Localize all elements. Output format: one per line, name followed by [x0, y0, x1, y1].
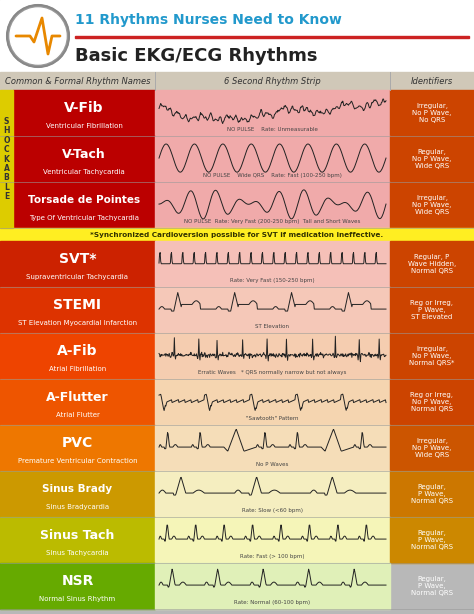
Bar [0, 517, 155, 563]
Text: NO PULSE  Rate: Very Fast (200-250 bpm)  Tall and Short Waves: NO PULSE Rate: Very Fast (200-250 bpm) T… [184, 219, 361, 224]
Text: Sinus Tach: Sinus Tach [40, 529, 115, 542]
Text: PVC: PVC [62, 437, 93, 451]
Bar [155, 563, 390, 609]
Circle shape [10, 8, 66, 64]
Text: Rate: Slow (<60 bpm): Rate: Slow (<60 bpm) [242, 508, 303, 513]
Text: No P Waves: No P Waves [256, 462, 289, 467]
Text: Reg or Irreg,
P Wave,
ST Elevated: Reg or Irreg, P Wave, ST Elevated [410, 300, 454, 321]
Text: *Synchronized Cardioversion possible for SVT if medication ineffective.: *Synchronized Cardioversion possible for… [91, 231, 383, 238]
Bar [0, 471, 155, 517]
Bar [390, 136, 474, 182]
Bar [155, 517, 390, 563]
Text: ST Elevation Myocardial Infarction: ST Elevation Myocardial Infarction [18, 320, 137, 326]
Bar [390, 241, 474, 287]
Text: Regular, P
Wave Hidden,
Normal QRS: Regular, P Wave Hidden, Normal QRS [408, 254, 456, 274]
Text: Common & Formal Rhythm Names: Common & Formal Rhythm Names [5, 77, 150, 85]
Bar [13, 90, 155, 136]
Bar [155, 425, 390, 471]
Text: A-Flutter: A-Flutter [46, 391, 109, 404]
Text: Atrial Flutter: Atrial Flutter [55, 412, 100, 418]
Bar [0, 72, 474, 90]
Bar [13, 182, 155, 228]
Bar [75, 36, 469, 38]
Bar [155, 287, 390, 333]
Text: Torsade de Pointes: Torsade de Pointes [28, 195, 140, 206]
Text: Reg or Irreg,
No P Wave,
Normal QRS: Reg or Irreg, No P Wave, Normal QRS [410, 392, 454, 412]
Text: Type Of Ventricular Tachycardia: Type Of Ventricular Tachycardia [29, 215, 139, 221]
Text: Irregular,
No P Wave,
No QRS: Irregular, No P Wave, No QRS [412, 103, 452, 123]
Text: Identifiers: Identifiers [411, 77, 453, 85]
Text: V-Fib: V-Fib [64, 101, 104, 115]
Text: Regular,
No P Wave,
Wide QRS: Regular, No P Wave, Wide QRS [412, 149, 452, 169]
Circle shape [7, 5, 69, 67]
Text: NSR: NSR [61, 575, 94, 588]
Bar [0, 241, 155, 287]
Text: Rate: Very Fast (150-250 bpm): Rate: Very Fast (150-250 bpm) [230, 278, 315, 283]
Text: "Sawtooth" Pattern: "Sawtooth" Pattern [246, 416, 299, 421]
Text: Ventricular Tachycardia: Ventricular Tachycardia [43, 169, 125, 175]
Text: Supraventricular Tachycardia: Supraventricular Tachycardia [27, 274, 128, 280]
Bar [155, 90, 390, 136]
Text: Rate: Normal (60-100 bpm): Rate: Normal (60-100 bpm) [235, 600, 310, 605]
Text: Rate: Fast (> 100 bpm): Rate: Fast (> 100 bpm) [240, 554, 305, 559]
Text: Atrial Fibrillation: Atrial Fibrillation [49, 366, 106, 372]
Bar [0, 333, 155, 379]
Text: Sinus Tachycardia: Sinus Tachycardia [46, 550, 109, 556]
Bar [155, 136, 390, 182]
Bar [390, 333, 474, 379]
Text: Sinus Bradycardia: Sinus Bradycardia [46, 504, 109, 510]
Text: NO PULSE    Rate: Unmeasurable: NO PULSE Rate: Unmeasurable [227, 127, 318, 132]
Bar [155, 333, 390, 379]
Bar [390, 471, 474, 517]
Text: Ventricular Fibrillation: Ventricular Fibrillation [46, 123, 122, 129]
Text: 11 Rhythms Nurses Need to Know: 11 Rhythms Nurses Need to Know [75, 13, 342, 27]
Text: Irregular,
No P Wave,
Wide QRS: Irregular, No P Wave, Wide QRS [412, 195, 452, 216]
Text: STEMI: STEMI [54, 298, 101, 313]
Bar [155, 182, 390, 228]
Text: 6 Second Rhythm Strip: 6 Second Rhythm Strip [224, 77, 321, 85]
Bar [390, 379, 474, 425]
Bar [390, 287, 474, 333]
Bar [155, 241, 390, 287]
Bar [0, 0, 474, 72]
Text: Irregular,
No P Wave,
Wide QRS: Irregular, No P Wave, Wide QRS [412, 438, 452, 458]
Bar [0, 379, 155, 425]
Bar [0, 228, 474, 241]
Bar [0, 563, 155, 609]
Text: Regular,
P Wave,
Normal QRS: Regular, P Wave, Normal QRS [411, 484, 453, 504]
Bar [0, 90, 13, 228]
Bar [390, 517, 474, 563]
Bar [390, 425, 474, 471]
Text: V-Tach: V-Tach [62, 148, 106, 161]
Bar [155, 471, 390, 517]
Text: Irregular,
No P Wave,
Normal QRS*: Irregular, No P Wave, Normal QRS* [410, 346, 455, 366]
Text: Sinus Brady: Sinus Brady [43, 484, 112, 494]
Text: ST Elevation: ST Elevation [255, 324, 290, 329]
Bar [390, 182, 474, 228]
Bar [0, 425, 155, 471]
Text: Erratic Waves   * QRS normally narrow but not always: Erratic Waves * QRS normally narrow but … [198, 370, 346, 375]
Text: NO PULSE    Wide QRS    Rate: Fast (100-250 bpm): NO PULSE Wide QRS Rate: Fast (100-250 bp… [203, 173, 342, 178]
Bar [13, 136, 155, 182]
Text: Regular,
P Wave,
Normal QRS: Regular, P Wave, Normal QRS [411, 576, 453, 596]
Text: S
H
O
C
K
A
B
L
E: S H O C K A B L E [3, 117, 10, 201]
Bar [390, 563, 474, 609]
Text: Normal Sinus Rhythm: Normal Sinus Rhythm [39, 596, 116, 602]
Text: Basic EKG/ECG Rhythms: Basic EKG/ECG Rhythms [75, 47, 318, 65]
Text: Premature Ventricular Contraction: Premature Ventricular Contraction [18, 458, 137, 464]
Text: Regular,
P Wave,
Normal QRS: Regular, P Wave, Normal QRS [411, 530, 453, 550]
Bar [390, 90, 474, 136]
Text: A-Fib: A-Fib [57, 344, 98, 359]
Text: SVT*: SVT* [59, 252, 96, 266]
Bar [155, 379, 390, 425]
Bar [0, 287, 155, 333]
